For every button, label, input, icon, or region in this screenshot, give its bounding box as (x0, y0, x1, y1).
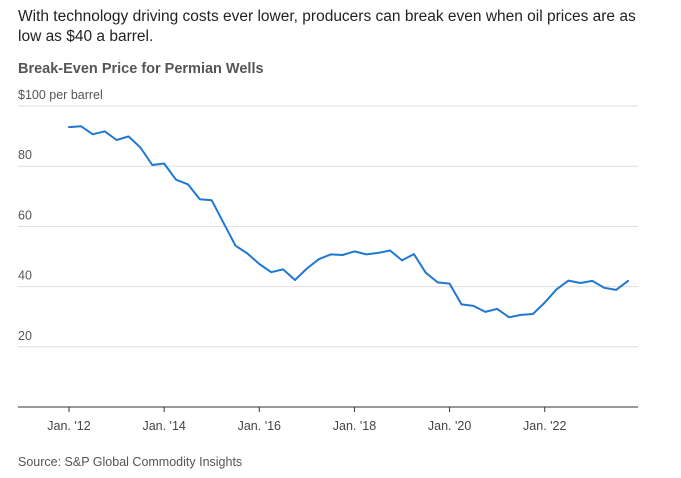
y-tick-label: 20 (18, 329, 32, 343)
chart-title: Break-Even Price for Permian Wells (18, 61, 264, 77)
y-tick-label: $100 per barrel (18, 88, 103, 102)
source-note: Source: S&P Global Commodity Insights (18, 455, 243, 469)
x-tick-label: Jan. '12 (47, 419, 90, 433)
y-tick-labels: $100 per barrel 80 60 40 20 (18, 88, 103, 343)
x-tick-label: Jan. '22 (523, 419, 566, 433)
y-tick-label: 80 (18, 148, 32, 162)
y-tick-label: 40 (18, 269, 32, 283)
x-tick-label: Jan. '14 (142, 419, 185, 433)
intro-text: With technology driving costs ever lower… (18, 8, 636, 45)
grid-lines (18, 105, 638, 348)
x-tick-label: Jan. '18 (333, 419, 376, 433)
x-ticks: Jan. '12 Jan. '14 Jan. '16 Jan. '18 Jan. '20… (47, 407, 566, 433)
series-line (68, 125, 629, 319)
x-tick-label: Jan. '20 (428, 419, 471, 433)
y-tick-label: 60 (18, 208, 32, 222)
x-tick-label: Jan. '16 (238, 419, 281, 433)
